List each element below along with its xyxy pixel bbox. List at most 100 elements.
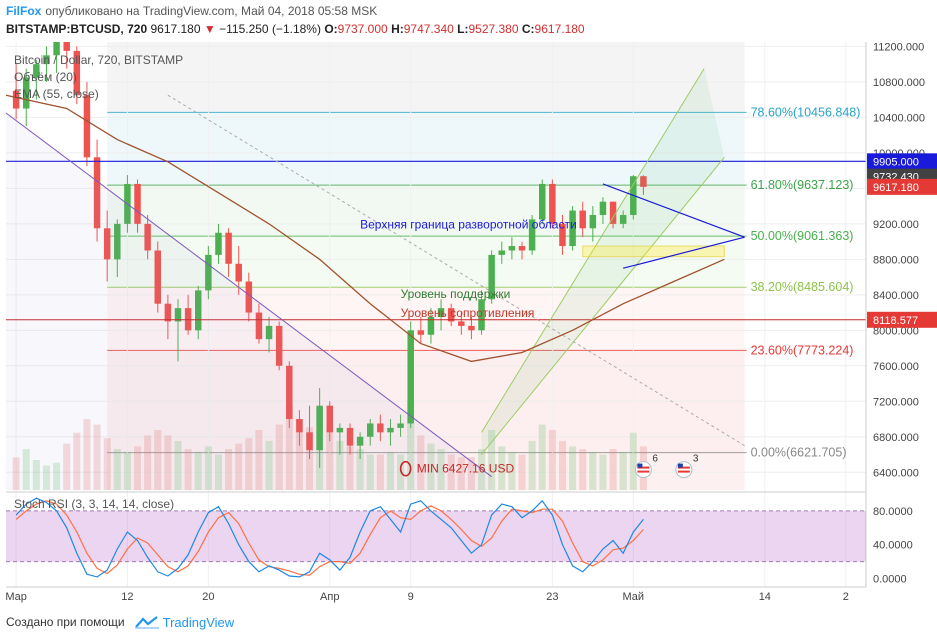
- candle-body: [468, 325, 475, 331]
- price-change: −115.250 (−1.18%): [219, 22, 321, 36]
- price-badge: 9617.180: [867, 178, 937, 195]
- price-badge-bg: [867, 153, 937, 170]
- candle: [184, 294, 192, 335]
- candle-body: [518, 246, 526, 251]
- downtrend-area: [6, 112, 492, 490]
- candle: [599, 197, 607, 224]
- volume-bar: [53, 462, 61, 490]
- candle-body: [53, 42, 60, 56]
- volume-bar: [538, 424, 546, 490]
- candle: [518, 241, 526, 260]
- rsi-tick-label: 80.0000: [873, 506, 913, 518]
- fib-level-label: 38.20%(8485.604): [751, 280, 854, 294]
- candle: [43, 46, 50, 82]
- candle: [589, 206, 597, 242]
- volume-bar: [589, 451, 597, 490]
- price-tick-label: 8000.000: [873, 325, 919, 337]
- fib-level-label: 50.00%(9061.363): [751, 229, 854, 243]
- fib-zone: [107, 236, 745, 288]
- candle: [538, 179, 546, 224]
- candle-body: [458, 321, 465, 326]
- rsi-tick-label: 0.0000: [873, 574, 907, 586]
- candle-body: [356, 436, 364, 446]
- volume-bar: [407, 400, 415, 490]
- volume-bar: [83, 419, 91, 490]
- time-tick-label: Май: [623, 591, 645, 603]
- main-pane-bg: [6, 42, 866, 490]
- candle-body: [63, 42, 70, 51]
- candle: [12, 64, 20, 120]
- volume-bar: [285, 405, 293, 490]
- volume-bar: [376, 454, 384, 490]
- candle: [286, 361, 293, 428]
- legend-entry: Объём (20): [14, 70, 77, 84]
- flag-stripe: [637, 470, 650, 473]
- candle-body: [245, 281, 253, 313]
- price-tick-label: 10800.000: [873, 77, 925, 89]
- volume-bar: [447, 454, 455, 490]
- dotted-trend-line: [167, 94, 745, 447]
- candle: [346, 423, 354, 455]
- ema-line: [5, 94, 725, 363]
- volume-bar: [164, 435, 172, 490]
- candle-body: [589, 214, 597, 229]
- volume-bar: [326, 430, 334, 490]
- price-tick-label: 9200.000: [873, 219, 919, 231]
- stoch-rsi-pane: 0.0000 40.0000 80.0000 Stoch RSI (3, 3, 14,…: [6, 497, 913, 586]
- candle: [265, 317, 273, 353]
- time-tick-label: Мар: [5, 591, 27, 603]
- flag-canton: [637, 463, 643, 468]
- candle: [114, 219, 121, 278]
- candle: [528, 214, 536, 255]
- volume-bar: [265, 440, 273, 490]
- rsi-k-line: [15, 497, 644, 578]
- author-name[interactable]: FilFox: [6, 4, 42, 18]
- published-text: опубликовано на TradingView.com, Май 04,…: [45, 4, 378, 18]
- axis-layer: 6400.000 6800.000 7200.000 7600.000 8000.000…: [5, 42, 937, 603]
- symbol-label[interactable]: BITSTAMP:BTCUSD, 720: [6, 22, 148, 36]
- candle-body: [569, 210, 576, 247]
- price-badge-bg: [867, 311, 937, 328]
- candle-body: [134, 183, 141, 224]
- candle-body: [377, 423, 384, 433]
- fib-level-label: 61.80%(9637.123): [751, 178, 854, 192]
- high-value: 9747.340: [403, 22, 454, 36]
- fib-level-label: 0.00%(6621.705): [751, 446, 847, 460]
- candle: [73, 46, 81, 105]
- volume-bar: [386, 451, 395, 490]
- candle-body: [316, 405, 323, 451]
- min-marker-icon: [399, 460, 412, 477]
- flag-stripe: [637, 466, 650, 469]
- candle: [356, 432, 364, 459]
- candle: [498, 241, 506, 264]
- created-with-text: Создано при помощи: [6, 615, 125, 629]
- annotation-support: Уровень поддержки: [401, 287, 511, 301]
- candle-body: [326, 405, 334, 433]
- fib-zone: [107, 185, 745, 237]
- candle-body: [286, 365, 293, 420]
- time-tick-label: 20: [202, 591, 214, 603]
- candle-body: [346, 427, 354, 446]
- candle: [377, 414, 384, 442]
- volume-bar: [427, 443, 435, 490]
- candle-body: [174, 308, 182, 322]
- volume-bar: [154, 430, 162, 490]
- volume-bar: [123, 451, 131, 490]
- price-chart[interactable]: 78.60%(10456.848) 61.80%(9637.123) 50.00%(…: [0, 42, 937, 608]
- candle: [63, 42, 70, 69]
- candle: [579, 201, 586, 238]
- volume-bar: [275, 424, 283, 490]
- candle: [417, 317, 425, 344]
- candle-body: [508, 246, 516, 251]
- candle-body: [33, 64, 40, 78]
- time-tick-label: 2: [843, 591, 849, 603]
- drawing-layer: 78.60%(10456.848) 61.80%(9637.123) 50.00%(…: [5, 53, 866, 490]
- candle: [245, 272, 253, 322]
- background-layer: [6, 42, 866, 587]
- tradingview-brand[interactable]: TradingView: [162, 614, 235, 630]
- chart-header: FilFox опубликовано на TradingView.com, М…: [0, 0, 937, 42]
- candle-body: [144, 223, 151, 251]
- annotation-min: MIN 6427.16 USD: [417, 461, 515, 475]
- volume-bar: [579, 449, 587, 490]
- volume-bar: [42, 465, 51, 490]
